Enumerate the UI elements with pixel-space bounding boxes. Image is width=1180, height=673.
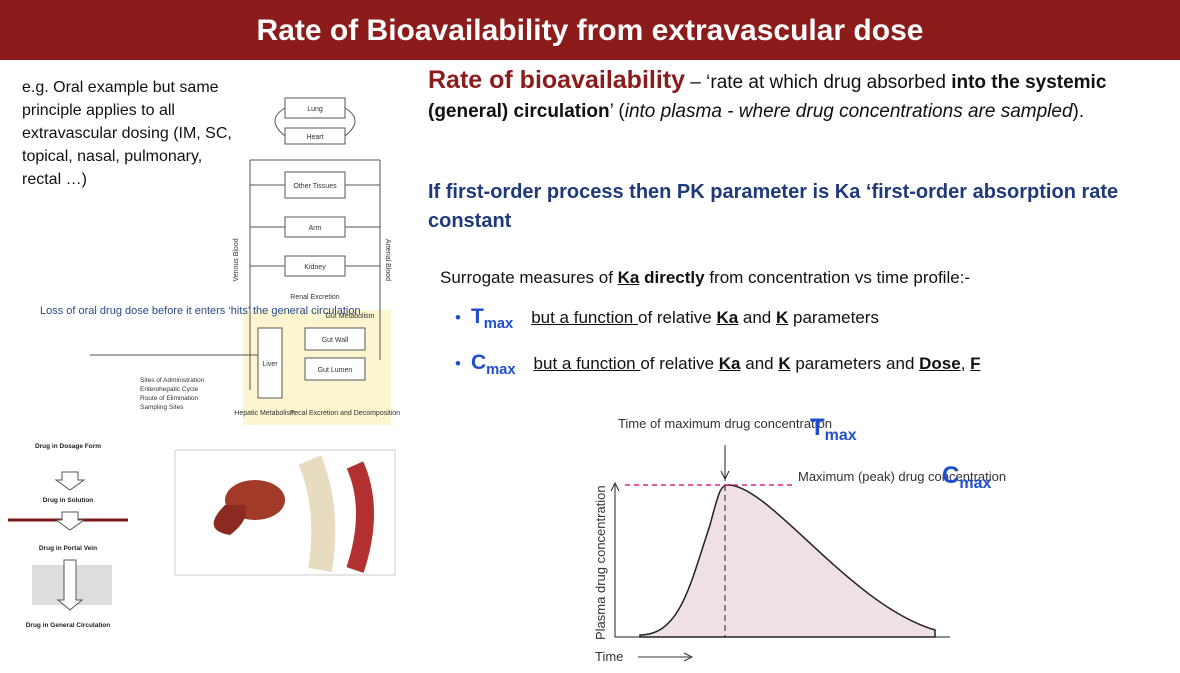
- text: max: [825, 427, 857, 444]
- flow-step: Drug in Solution: [43, 497, 94, 504]
- tmax-symbol: Tmax: [810, 414, 857, 444]
- legend-item: Sites of Administration: [140, 377, 205, 384]
- legend-item: Enterohepatic Cycle: [140, 386, 199, 393]
- diagram-label: Renal Excretion: [290, 294, 340, 301]
- bullet: • Cmax but a function of relative Ka and K…: [455, 351, 981, 378]
- diagram-label: Hepatic Metabolism: [234, 410, 296, 417]
- text: of relative: [640, 354, 719, 373]
- text: from concentration vs time profile:-: [704, 268, 971, 287]
- x-axis-label: Time: [595, 649, 623, 664]
- text: Dose: [919, 354, 961, 373]
- text: C: [942, 462, 959, 489]
- text: and: [740, 354, 779, 373]
- time-arrow: [638, 652, 694, 662]
- anatomy-illustration: [213, 455, 374, 573]
- diagram-label: Venous Blood: [233, 238, 240, 281]
- text: – ‘rate at which drug absorbed: [685, 72, 952, 93]
- text: K: [775, 308, 789, 327]
- organ-label: Gut Wall: [322, 337, 349, 344]
- text: into the systemic (general) circulation: [428, 72, 1107, 122]
- text: parameters and: [790, 354, 920, 373]
- text: F: [970, 354, 981, 373]
- text: ).: [1072, 101, 1085, 122]
- tmax-text: Time of maximum drug concentration: [618, 416, 832, 431]
- text: max: [959, 475, 991, 492]
- organ-label: Liver: [262, 361, 278, 368]
- loss-note: Loss of oral drug dose before it enters …: [40, 305, 361, 317]
- text: ,: [960, 354, 971, 373]
- organ-label: Kidney: [304, 264, 326, 271]
- text: but a function: [533, 354, 641, 373]
- definition-term: Rate of bioavailability: [428, 66, 686, 94]
- bullet: • Tmax but a function of relative Ka and K…: [455, 305, 879, 332]
- text: Ka: [617, 268, 640, 287]
- flow-step: Drug in General Circulation: [26, 622, 111, 629]
- organ-label: Heart: [306, 134, 323, 141]
- bullet-symbol: Cmax: [470, 351, 516, 378]
- legend-item: Route of Elimination: [140, 395, 199, 402]
- text: Ka: [718, 354, 741, 373]
- text: max: [483, 316, 514, 333]
- concentration-graph: Time of maximum drug concentration Tmax …: [593, 414, 1006, 664]
- organ-label: Gut Lumen: [318, 367, 353, 374]
- cmax-symbol: Cmax: [942, 462, 991, 492]
- organ-label: Other Tissues: [293, 183, 337, 190]
- tmax-arrow: [720, 447, 730, 481]
- text: T: [470, 305, 484, 328]
- organ-boxes: [257, 97, 366, 399]
- vessels: [90, 107, 381, 390]
- diagram-label: Arterial Blood: [384, 239, 391, 281]
- text: Ka: [716, 308, 739, 327]
- bullet-symbol: Tmax: [470, 305, 513, 332]
- text: Surrogate measures of: [440, 268, 618, 287]
- flow-step: Drug in Dosage Form: [35, 443, 101, 450]
- organ-label: Lung: [307, 106, 323, 113]
- curve: [639, 484, 936, 638]
- text: of relative: [638, 308, 717, 327]
- left-note: e.g. Oral example but same principle app…: [22, 79, 232, 188]
- y-axis-label: Plasma drug concentration: [593, 485, 608, 640]
- first-order-note: If first-order process then PK parameter…: [428, 181, 1119, 232]
- diagrams: Lung Heart Other Tissues Arm Kidney Gut Wall G…: [8, 97, 400, 629]
- cmax-text: Maximum (peak) drug concentration: [798, 469, 1006, 484]
- definition: Rate of bioavailability – ‘rate at which…: [428, 66, 1168, 126]
- surrogate: Surrogate measures of Ka directly from c…: [440, 268, 970, 288]
- text: K: [778, 354, 791, 373]
- diagram-label: Fecal Excretion and Decomposition: [290, 410, 400, 417]
- flow-step: Drug in Portal Vein: [39, 545, 97, 552]
- text: but a function: [531, 308, 638, 327]
- flow-arrows: [54, 471, 86, 611]
- text: T: [810, 414, 825, 441]
- text: into plasma - where drug concentrations …: [624, 101, 1073, 122]
- text: and: [738, 308, 776, 327]
- slide-title: Rate of Bioavailability from extravascul…: [0, 0, 1180, 60]
- text: C: [470, 351, 487, 374]
- bullet-dot: •: [455, 354, 461, 373]
- legend-item: Sampling Sites: [140, 404, 184, 411]
- text: directly: [639, 268, 705, 287]
- organ-label: Arm: [309, 225, 322, 232]
- diagram-label: Gut Metabolism: [325, 313, 374, 320]
- text: ’ (: [609, 101, 625, 122]
- text: parameters: [788, 308, 879, 327]
- bullet-dot: •: [455, 308, 461, 327]
- text: max: [486, 362, 516, 379]
- axes: [610, 481, 950, 638]
